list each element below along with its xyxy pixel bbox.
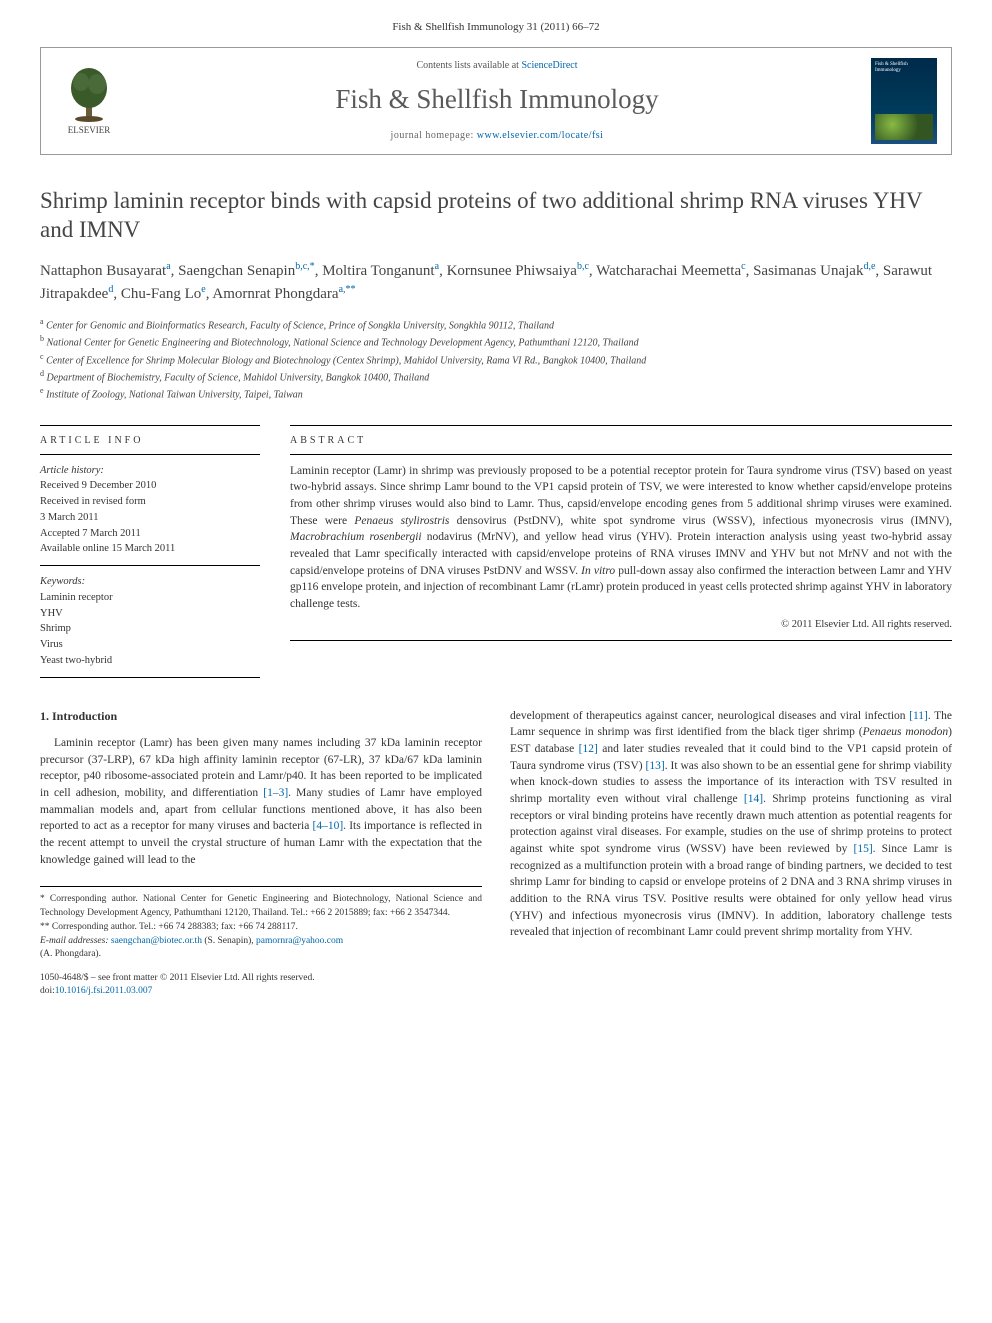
article-info-label: ARTICLE INFO (40, 425, 260, 455)
emails-prefix: E-mail addresses: (40, 936, 111, 946)
email-link-2[interactable]: pamornra@yahoo.com (256, 936, 343, 946)
article-info-column: ARTICLE INFO Article history: Received 9… (40, 425, 260, 678)
journal-header: ELSEVIER Contents lists available at Sci… (40, 47, 952, 155)
header-center: Contents lists available at ScienceDirec… (123, 59, 871, 143)
email-addresses: E-mail addresses: saengchan@biotec.or.th… (40, 935, 482, 963)
cover-title: Fish & Shellfish Immunology (875, 62, 933, 73)
issn-copyright: 1050-4648/$ – see front matter © 2011 El… (40, 972, 482, 999)
journal-cover-thumbnail: Fish & Shellfish Immunology (871, 58, 937, 144)
email-link-1[interactable]: saengchan@biotec.or.th (111, 936, 202, 946)
keywords-block: Keywords: Laminin receptorYHVShrimpVirus… (40, 565, 260, 678)
issn-text: 1050-4648/$ – see front matter © 2011 El… (40, 973, 315, 983)
journal-reference: Fish & Shellfish Immunology 31 (2011) 66… (40, 20, 952, 35)
homepage-prefix: journal homepage: (391, 130, 477, 141)
intro-paragraph-left: Laminin receptor (Lamr) has been given m… (40, 735, 482, 868)
section-heading-intro: 1. Introduction (40, 708, 482, 725)
article-title: Shrimp laminin receptor binds with capsi… (40, 187, 952, 245)
corr-author-1: * Corresponding author. National Center … (40, 893, 482, 921)
author-list: Nattaphon Busayarata, Saengchan Senapinb… (40, 259, 952, 306)
info-abstract-row: ARTICLE INFO Article history: Received 9… (40, 425, 952, 678)
article-history: Article history: Received 9 December 201… (40, 455, 260, 566)
elsevier-label: ELSEVIER (68, 124, 111, 137)
doi-prefix: doi: (40, 986, 55, 996)
corr-author-2: ** Corresponding author. Tel.: +66 74 28… (40, 921, 482, 935)
abstract-body: Laminin receptor (Lamr) in shrimp was pr… (290, 465, 952, 610)
contents-prefix: Contents lists available at (416, 60, 521, 71)
history-heading: Article history: (40, 465, 104, 476)
publisher-logo: ELSEVIER (55, 66, 123, 137)
abstract-text: Laminin receptor (Lamr) in shrimp was pr… (290, 455, 952, 641)
email-who-2: (A. Phongdara). (40, 949, 101, 959)
affiliations: a Center for Genomic and Bioinformatics … (40, 316, 952, 403)
abstract-label: ABSTRACT (290, 425, 952, 455)
homepage-line: journal homepage: www.elsevier.com/locat… (123, 129, 871, 143)
corresponding-footnotes: * Corresponding author. National Center … (40, 886, 482, 962)
abstract-copyright: © 2011 Elsevier Ltd. All rights reserved… (290, 617, 952, 632)
contents-line: Contents lists available at ScienceDirec… (123, 59, 871, 73)
body-column-left: 1. Introduction Laminin receptor (Lamr) … (40, 708, 482, 999)
keywords-heading: Keywords: (40, 576, 85, 587)
journal-name: Fish & Shellfish Immunology (123, 81, 871, 119)
doi-link[interactable]: 10.1016/j.fsi.2011.03.007 (55, 986, 153, 996)
elsevier-tree-icon (65, 66, 113, 122)
sciencedirect-link[interactable]: ScienceDirect (521, 60, 577, 71)
intro-paragraph-right: development of therapeutics against canc… (510, 708, 952, 941)
abstract-column: ABSTRACT Laminin receptor (Lamr) in shri… (290, 425, 952, 678)
email-who-1: (S. Senapin), (202, 936, 256, 946)
body-column-right: development of therapeutics against canc… (510, 708, 952, 999)
body-columns: 1. Introduction Laminin receptor (Lamr) … (40, 708, 952, 999)
homepage-link[interactable]: www.elsevier.com/locate/fsi (477, 130, 604, 141)
